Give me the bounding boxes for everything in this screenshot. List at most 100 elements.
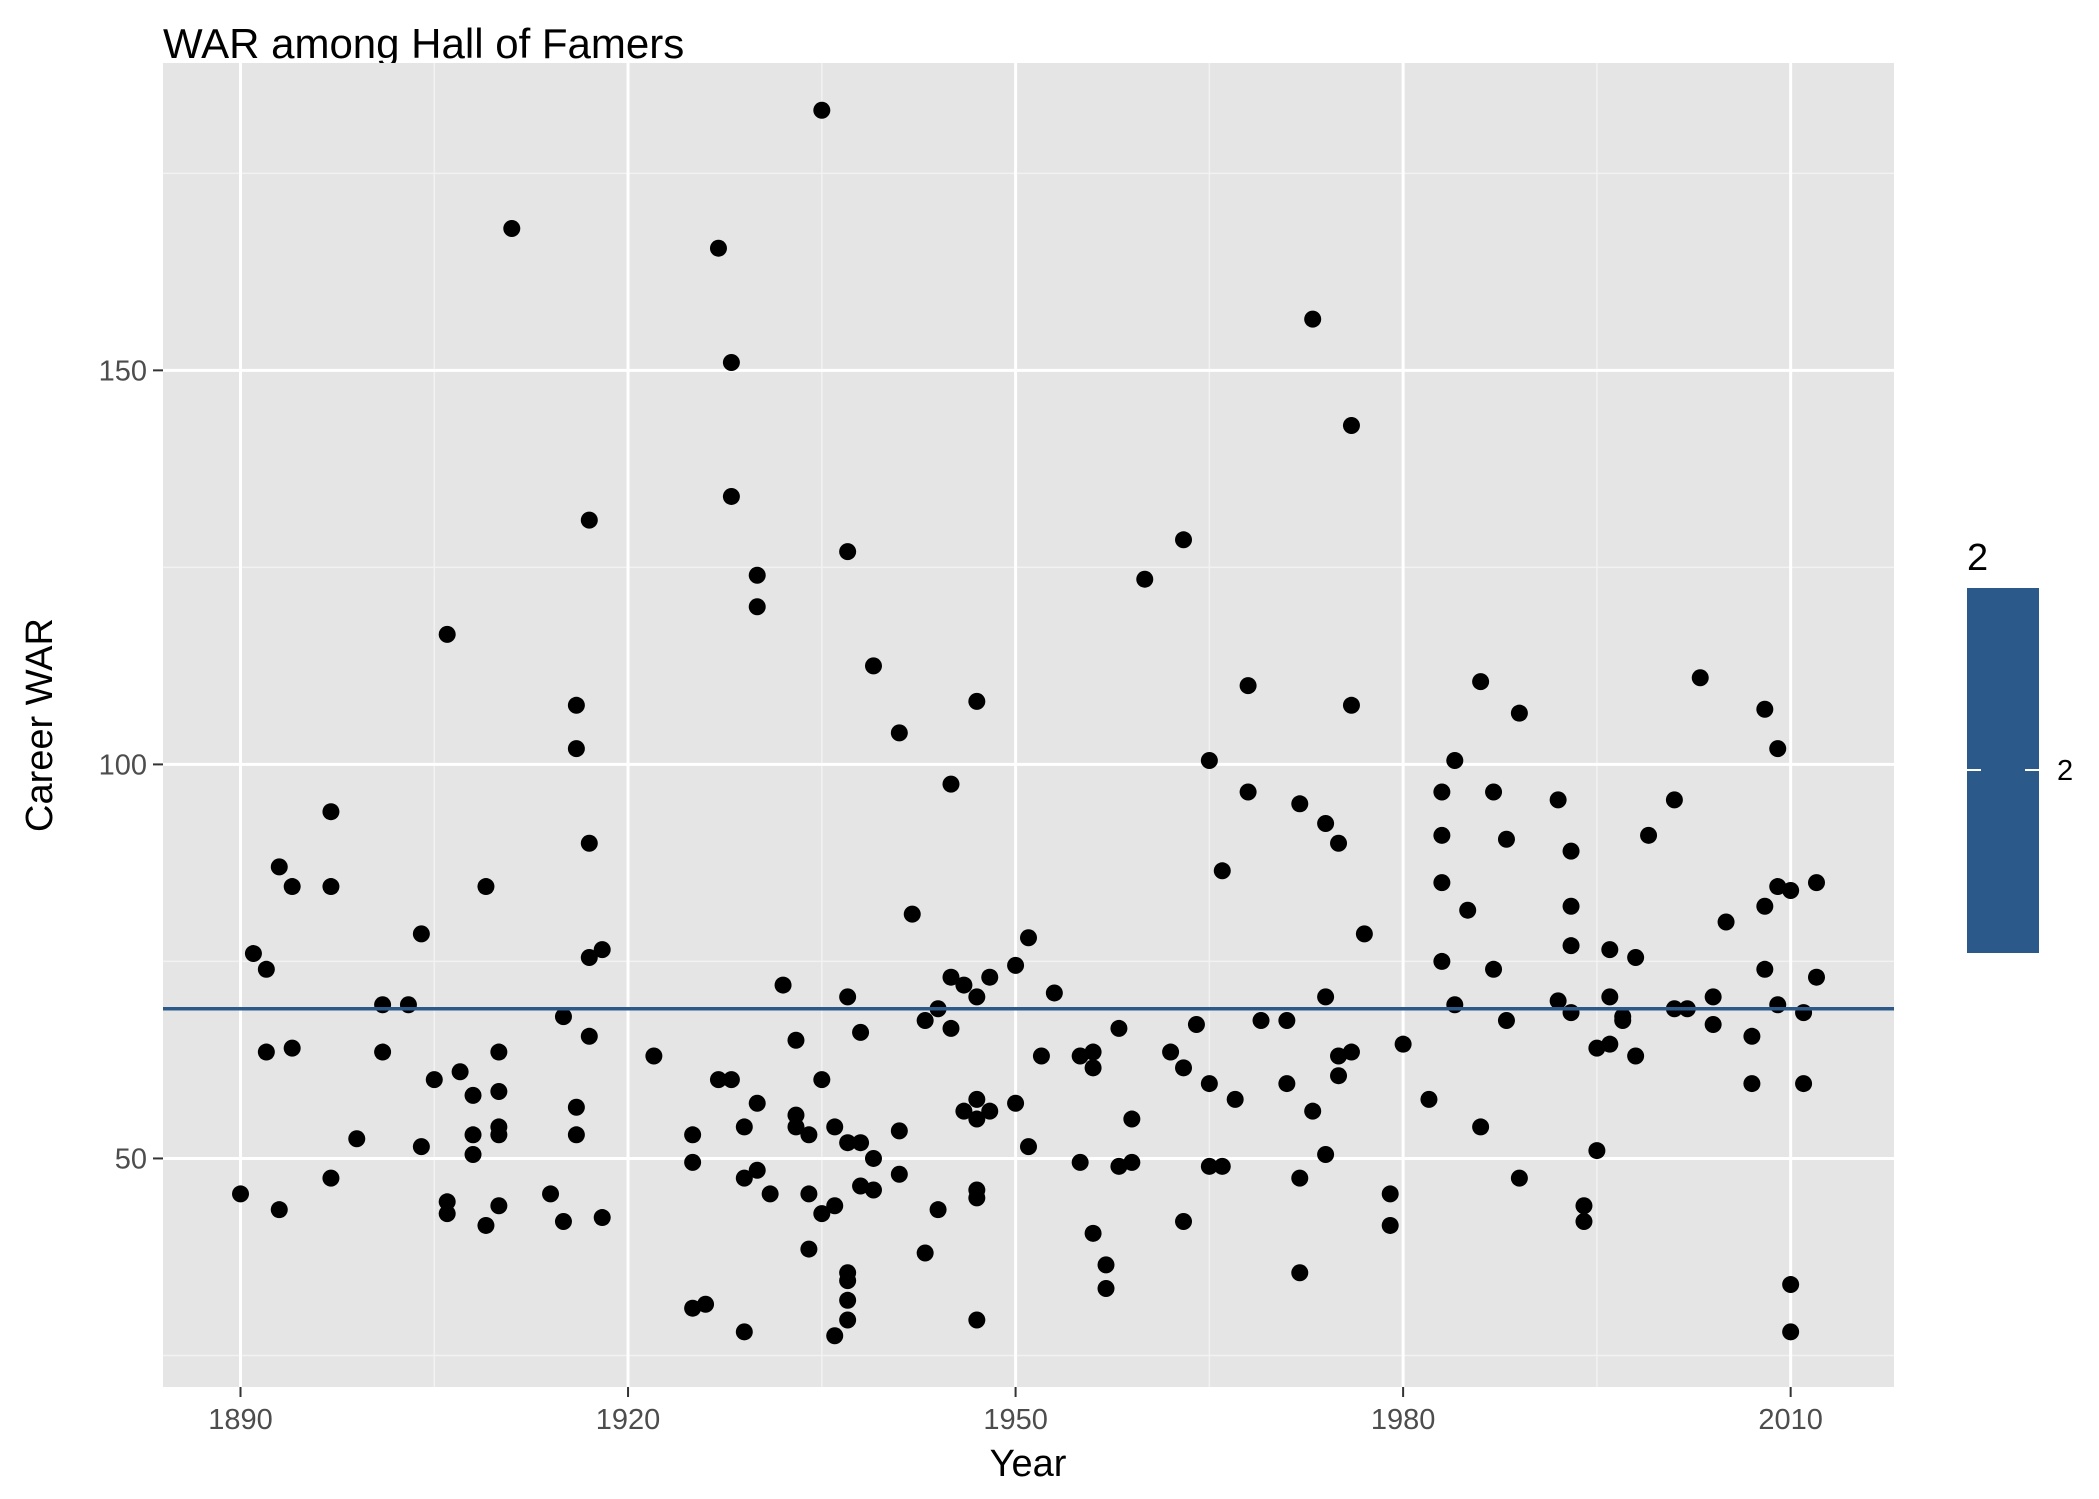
data-point [1782, 882, 1800, 899]
data-point [567, 1126, 585, 1144]
data-point [1497, 1012, 1515, 1030]
data-point [1769, 740, 1787, 758]
data-point [1627, 948, 1645, 966]
data-point [1278, 1012, 1296, 1030]
x-axis-title: Year [990, 1443, 1067, 1485]
data-point [1433, 874, 1451, 892]
data-point [839, 1272, 857, 1290]
data-point [813, 1205, 831, 1223]
data-point [490, 1197, 508, 1215]
data-point [1704, 988, 1722, 1006]
data-point [1769, 996, 1787, 1014]
data-point [244, 945, 262, 963]
data-point [490, 1082, 508, 1100]
data-point [839, 1311, 857, 1329]
data-point [1795, 1075, 1813, 1093]
data-point [968, 692, 986, 710]
data-point [1691, 669, 1709, 687]
data-point [554, 1213, 572, 1230]
minor-gridlines [163, 63, 1894, 1387]
data-point [1433, 952, 1451, 970]
data-point [1175, 1059, 1193, 1077]
data-point [903, 905, 921, 923]
data-point [451, 1063, 469, 1081]
data-point [1562, 842, 1580, 860]
data-point [1614, 1012, 1632, 1030]
data-point [955, 976, 973, 994]
data-point [348, 1130, 366, 1148]
data-point [1549, 992, 1567, 1010]
data-point [1472, 1118, 1490, 1136]
data-point [257, 960, 275, 978]
data-point [322, 878, 340, 896]
data-point [1562, 897, 1580, 915]
data-point [554, 1008, 572, 1026]
data-point [232, 1185, 250, 1203]
data-point [1601, 941, 1619, 959]
data-point [567, 1098, 585, 1116]
data-point [283, 1039, 301, 1057]
data-point [374, 996, 392, 1014]
data-point [464, 1146, 482, 1164]
data-point [567, 740, 585, 758]
data-point [890, 1165, 908, 1183]
data-point [425, 1071, 443, 1089]
data-point [1226, 1090, 1244, 1108]
data-point [1588, 1039, 1606, 1057]
data-point [981, 968, 999, 986]
data-point [464, 1086, 482, 1104]
chart-title: WAR among Hall of Famers [163, 20, 684, 67]
data-point [942, 1019, 960, 1037]
data-point [1123, 1153, 1141, 1171]
data-point [1200, 1157, 1218, 1175]
data-point [839, 1134, 857, 1152]
data-point [1330, 1047, 1348, 1065]
data-point [1097, 1279, 1115, 1297]
data-point [1162, 1043, 1180, 1061]
data-point [477, 1216, 495, 1234]
data-point [852, 1134, 870, 1152]
data-point [981, 1102, 999, 1120]
data-point [1291, 1264, 1309, 1282]
data-point [1032, 1047, 1050, 1065]
data-point [1291, 795, 1309, 813]
data-point [826, 1327, 844, 1345]
data-point [438, 625, 456, 643]
data-point [929, 1201, 947, 1219]
data-point [1200, 1075, 1218, 1093]
data-point [839, 988, 857, 1006]
data-point [1795, 1004, 1813, 1022]
data-point [787, 1106, 805, 1124]
data-point [542, 1185, 560, 1203]
data-point [1743, 1027, 1761, 1045]
data-point [1756, 897, 1774, 915]
data-point [1782, 1276, 1800, 1294]
data-point [374, 1043, 392, 1061]
data-point [1769, 878, 1787, 896]
data-point [800, 1240, 818, 1258]
data-point [1213, 1157, 1231, 1175]
x-tick-label: 1950 [983, 1404, 1048, 1436]
data-point [1291, 1169, 1309, 1187]
data-point [684, 1126, 702, 1144]
data-point [1213, 862, 1231, 880]
data-point [748, 598, 766, 616]
data-point [1588, 1142, 1606, 1160]
data-point [722, 487, 740, 505]
data-point [722, 353, 740, 371]
data-point [503, 220, 521, 237]
data-point [839, 1291, 857, 1309]
data-point [1446, 751, 1464, 769]
data-point [1317, 988, 1335, 1006]
data-point [916, 1244, 934, 1262]
data-point [1110, 1019, 1128, 1037]
data-point [684, 1299, 702, 1317]
data-point [1084, 1059, 1102, 1077]
data-point [709, 239, 727, 257]
data-point [1045, 984, 1063, 1002]
x-tick-label: 1980 [1371, 1404, 1436, 1436]
data-point [1743, 1075, 1761, 1093]
data-point [1020, 1138, 1037, 1156]
data-point [270, 858, 288, 876]
data-point [761, 1185, 779, 1203]
